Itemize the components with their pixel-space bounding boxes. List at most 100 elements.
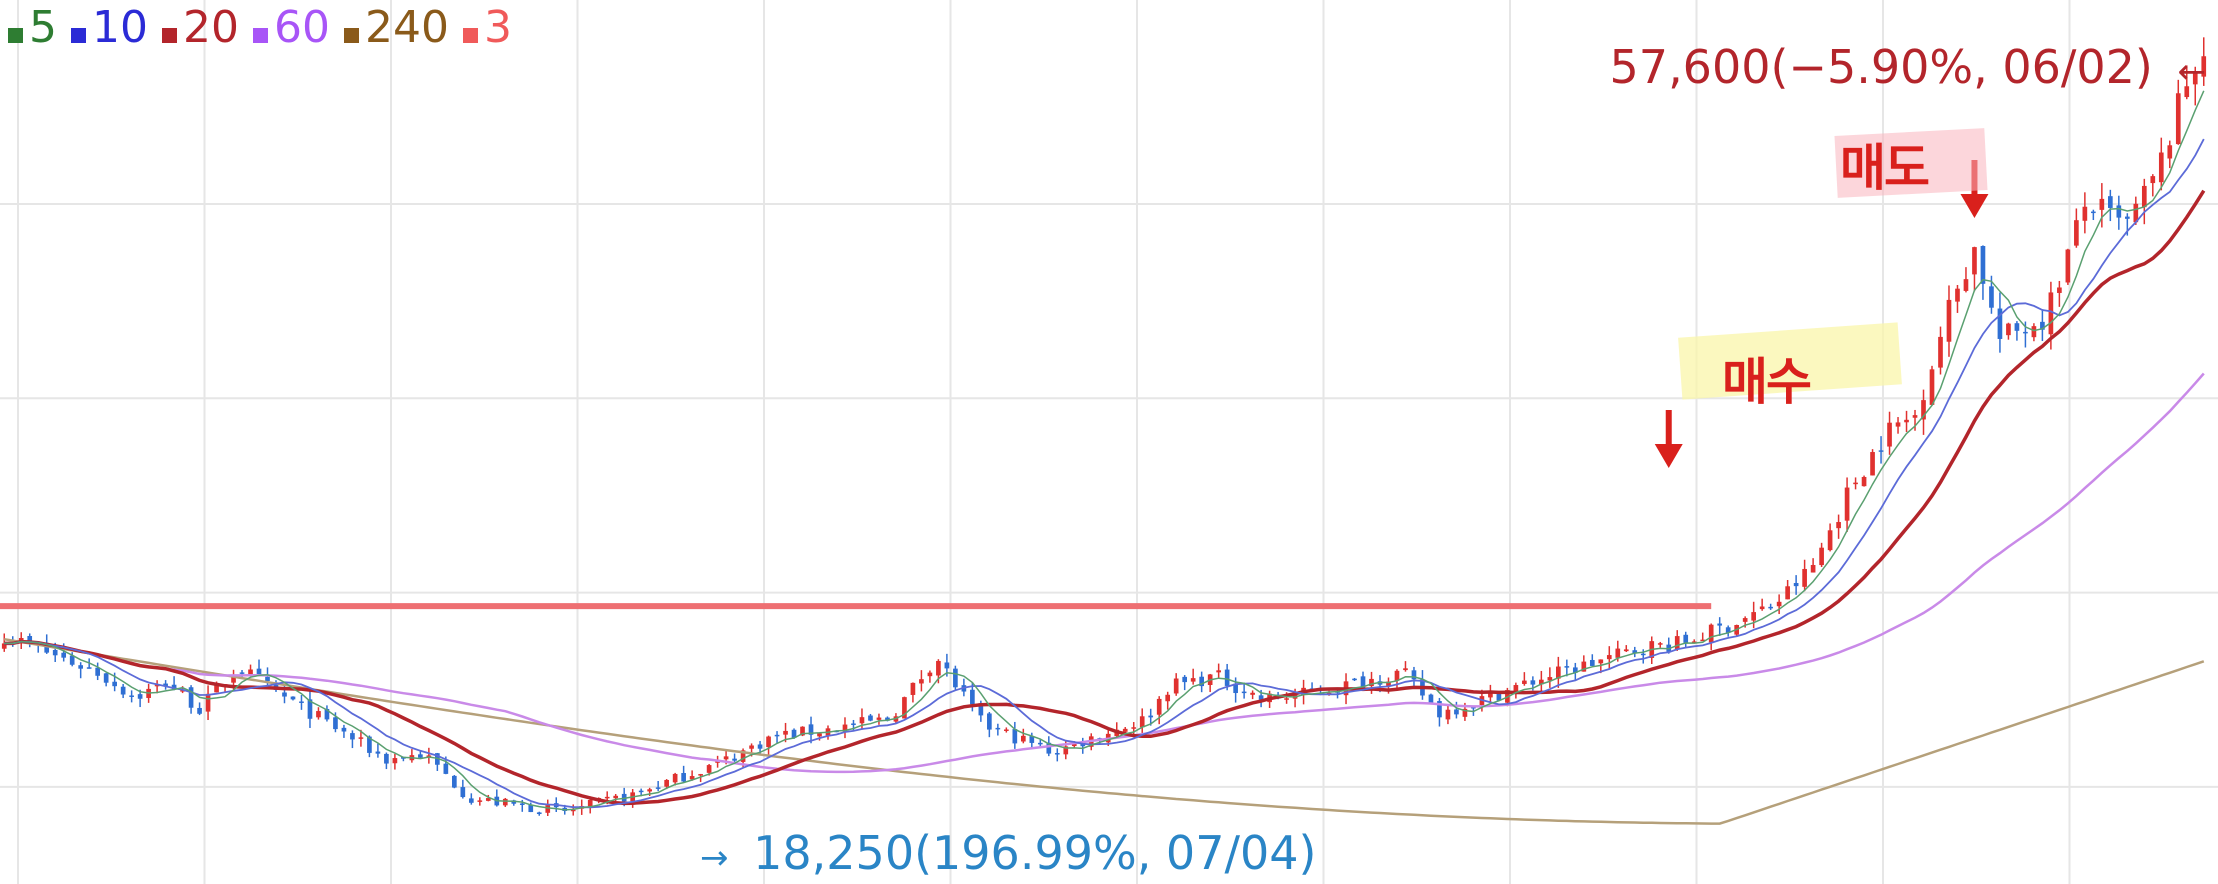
candle-body [944,662,950,669]
candle-body [1989,286,1994,308]
candle-body [1,643,7,649]
candle-body [766,736,771,748]
legend-label: 20 [183,2,239,53]
candle-body [1139,716,1145,728]
candle-body [1148,715,1154,718]
candle-body [1836,522,1841,529]
candle-body [86,667,92,669]
candle-body [2116,205,2122,218]
ma240-line [3,637,2205,825]
candle-body [171,684,177,690]
legend: 5 10 20 60 240 3 [8,2,526,54]
legend-item-ma3: 3 [462,2,512,54]
low-price-text: 18,250(196.99%, 07/04) [753,826,1317,880]
candle-body [1853,482,1858,485]
candle-body [129,695,134,697]
candle-body [341,727,347,732]
candle-body [953,668,958,688]
candle-body [2006,323,2011,336]
candle-body [1997,308,2003,339]
candle-body [1547,677,1553,681]
candle-body [1878,450,1884,452]
candle-body [1819,547,1824,566]
candle-body [1581,661,1587,672]
candle-body [1462,708,1468,717]
candle-body [197,707,202,714]
legend-swatch [253,27,268,43]
legend-item-ma5: 5 [8,2,57,54]
ma10-line [4,138,2205,809]
candle-body [1530,680,1536,685]
candle-body [774,734,780,737]
candle-body [1054,753,1060,755]
candle-body [995,727,1001,730]
candle-body [1156,698,1162,715]
candle-body [876,717,882,720]
candle-body [375,751,381,754]
candle-body [1674,636,1680,650]
candle-body [120,686,126,695]
candle-body [2031,326,2037,338]
candle-body [2057,287,2062,293]
candle-body [638,790,644,793]
candle-body [1224,669,1230,686]
high-price-text: 57,600(−5.90%, 06/02) [1609,40,2153,94]
candle-body [52,649,58,656]
candle-body [1870,452,1875,476]
candle-body [2124,216,2130,219]
candle-body [180,690,185,692]
candle-body [706,765,712,773]
candle-body [1020,735,1026,742]
candle-body [1623,649,1629,652]
candle-body [1929,369,1935,405]
candle-body [460,787,466,798]
candle-body [1827,530,1833,551]
candle-body [800,726,805,736]
candle-body [817,733,822,737]
candle-body [1080,743,1086,747]
candle-body [265,676,270,682]
candle-body [205,693,211,712]
candle-body [1606,655,1612,660]
buy-down-arrow-icon [1654,410,1683,468]
candle-body [1454,709,1459,715]
candle-body [1598,659,1604,664]
candle-body [1657,643,1663,645]
left-arrow-icon: ← [2177,52,2207,92]
candle-body [231,674,236,683]
legend-item-ma240: 240 [344,2,449,54]
candle-body [868,715,873,721]
legend-item-ma20: 20 [162,2,239,54]
candle-body [1887,422,1892,447]
candle-body [1386,681,1391,686]
candle-body [740,750,746,762]
legend-label: 10 [92,2,148,53]
candle-body [103,673,109,683]
candle-body [927,672,933,677]
candle-body [1776,601,1782,607]
candle-body [69,655,75,665]
candle-body [239,672,245,674]
legend-swatch [462,27,478,43]
candle-body [1029,736,1035,743]
candle-body [188,687,194,708]
candle-body [1471,706,1476,709]
candle-body [2014,323,2020,331]
candle-body [2099,198,2105,210]
candle-body [1182,676,1188,683]
candle-body [570,809,576,812]
candle-body [1640,653,1646,656]
candle-body [1369,678,1374,687]
candle-body [163,683,168,687]
candle-body [1428,694,1434,703]
candle-body [1199,676,1204,687]
candle-body [1522,680,1527,684]
candle-body [749,745,754,749]
candle-body [681,773,686,782]
candle-body [137,694,143,699]
candle-body [78,665,84,669]
candle-body [1972,247,1977,275]
candle-body [426,755,432,757]
candle-body [112,681,117,687]
candle-body [384,753,389,764]
